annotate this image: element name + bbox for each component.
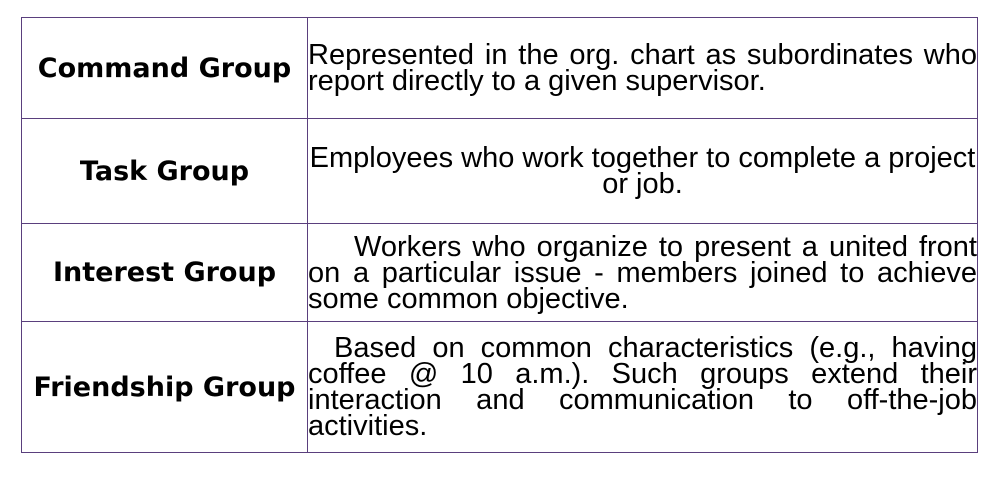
table-row-task-group: Task Group Employees who work together t… xyxy=(21,118,978,224)
group-description-interest-text: Workers who organize to present a united… xyxy=(308,230,977,315)
group-types-table: Command Group Represented in the org. ch… xyxy=(21,17,978,453)
group-name-task: Task Group xyxy=(21,118,308,224)
group-description-command: Represented in the org. chart as subordi… xyxy=(307,17,978,119)
group-description-task-text: Employees who work together to complete … xyxy=(309,142,976,200)
group-description-interest: Workers who organize to present a united… xyxy=(307,223,978,322)
table-row-command-group: Command Group Represented in the org. ch… xyxy=(21,17,978,119)
group-description-command-text: Represented in the org. chart as subordi… xyxy=(308,39,977,97)
group-description-friendship: Based on common characteristics (e.g., h… xyxy=(307,321,978,453)
group-name-interest: Interest Group xyxy=(21,223,308,322)
group-description-task: Employees who work together to complete … xyxy=(307,118,978,224)
table-row-interest-group: Interest Group Workers who organize to p… xyxy=(21,223,978,322)
table-row-friendship-group: Friendship Group Based on common charact… xyxy=(21,321,978,453)
group-name-command: Command Group xyxy=(21,17,308,119)
group-description-friendship-text: Based on common characteristics (e.g., h… xyxy=(308,332,977,442)
group-name-friendship: Friendship Group xyxy=(21,321,308,453)
